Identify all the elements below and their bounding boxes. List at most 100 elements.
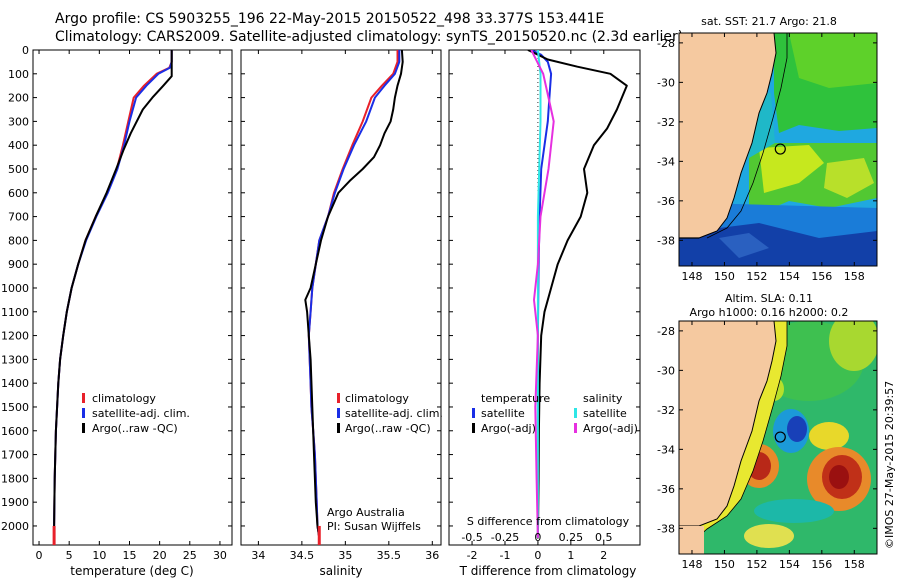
- y-tick-label: 300: [8, 115, 29, 128]
- imos-credit: ©IMOS 27-May-2015 20:39:57: [883, 381, 896, 549]
- sst-map-frame: [678, 32, 878, 267]
- series-argo: [53, 50, 173, 527]
- y-tick-label: 1700: [1, 449, 29, 462]
- x-tick-label: 20: [153, 549, 167, 562]
- legend-swatch-climatology: [82, 393, 85, 403]
- x-tick-label: 15: [122, 549, 136, 562]
- legend-s-argo: Argo(-adj): [583, 422, 638, 435]
- y-tick-label: -38: [657, 234, 675, 247]
- y-tick-label: -36: [657, 483, 675, 496]
- legend-satellite: satellite-adj. clim.: [345, 407, 443, 420]
- x-tick-label: 156: [811, 270, 832, 283]
- legend-s-satellite: satellite: [583, 407, 627, 420]
- legend-swatch-argo: [82, 423, 85, 433]
- y-tick-label: -34: [657, 155, 675, 168]
- y-tick-label: 0: [22, 44, 29, 57]
- s-difference-label: S difference from climatology: [467, 515, 630, 528]
- x-tick-label: 34.5: [290, 549, 315, 562]
- x-tick-label: 1: [567, 549, 574, 562]
- sst-map-field: [679, 33, 877, 266]
- sla-map-title-2: Argo h1000: 0.16 h2000: 0.2: [690, 306, 849, 319]
- x-tick-label: 5: [66, 549, 73, 562]
- y-tick-label: 400: [8, 139, 29, 152]
- y-tick-label: 1300: [1, 353, 29, 366]
- y-tick-label: 600: [8, 187, 29, 200]
- y-tick-label: -36: [657, 195, 675, 208]
- legend-swatch-s-argo: [574, 423, 577, 433]
- y-tick-label: 1500: [1, 401, 29, 414]
- temperature-xlabel: temperature (deg C): [70, 564, 193, 578]
- difference-legend: temperature salinity satellite Argo(-adj…: [472, 392, 638, 435]
- salinity-panel: 34 34.5 35 35.5 36 salinity climatology sate…: [240, 49, 443, 578]
- x-tick-label: 0: [534, 549, 541, 562]
- salinity-axes-frame: [240, 49, 442, 546]
- salinity-xlabel: salinity: [319, 564, 362, 578]
- y-tick-label: 100: [8, 68, 29, 81]
- legend-t-satellite: satellite: [481, 407, 525, 420]
- sst-map: sat. SST: 21.7 Argo: 21.8 148 150 152 154 15…: [657, 15, 878, 283]
- x-tick-label: 34: [251, 549, 265, 562]
- temperature-panel: 0100200300400500600700800900100011001200…: [1, 44, 233, 578]
- y-tick-label: -30: [657, 76, 675, 89]
- y-tick-label: -32: [657, 116, 675, 129]
- y-tick-label: 700: [8, 211, 29, 224]
- s-tick-label: 0.25: [559, 531, 584, 544]
- y-tick-label: 1800: [1, 472, 29, 485]
- t-difference-xlabel: T difference from climatology: [459, 564, 637, 578]
- x-tick-label: 158: [844, 558, 865, 571]
- x-tick-label: 0: [36, 549, 43, 562]
- temperature-axes-frame: [32, 49, 233, 546]
- legend-swatch-climatology: [337, 393, 340, 403]
- x-tick-label: 10: [92, 549, 106, 562]
- y-tick-label: 1900: [1, 496, 29, 509]
- series-argo: [304, 50, 404, 539]
- y-tick-label: 900: [8, 258, 29, 271]
- legend-climatology: climatology: [345, 392, 409, 405]
- legend-satellite: satellite-adj. clim.: [92, 407, 190, 420]
- x-tick-label: 154: [779, 270, 800, 283]
- y-tick-label: -38: [657, 522, 675, 535]
- y-tick-label: -32: [657, 404, 675, 417]
- legend-salinity-title: salinity: [583, 392, 623, 405]
- temperature-legend: climatology satellite-adj. clim. Argo(..…: [82, 392, 190, 435]
- float-position-marker: [774, 431, 786, 443]
- legend-temperature-title: temperature: [481, 392, 550, 405]
- sst-map-title: sat. SST: 21.7 Argo: 21.8: [701, 15, 837, 28]
- x-tick-label: 2: [600, 549, 607, 562]
- legend-swatch-satellite: [82, 408, 85, 418]
- x-tick-label: 158: [844, 270, 865, 283]
- x-tick-label: 148: [681, 558, 702, 571]
- x-tick-label: -2: [467, 549, 478, 562]
- float-position-marker: [774, 143, 786, 155]
- series-t-argo: [527, 50, 628, 538]
- y-tick-label: 500: [8, 163, 29, 176]
- sla-map-frame: [678, 320, 878, 555]
- x-tick-label: 35: [338, 549, 352, 562]
- s-tick-label: -0.25: [491, 531, 519, 544]
- header-line-2: Climatology: CARS2009. Satellite-adjuste…: [55, 29, 684, 45]
- s-tick-label: 0.5: [595, 531, 613, 544]
- x-tick-label: 148: [681, 270, 702, 283]
- y-tick-label: 1200: [1, 330, 29, 343]
- x-tick-label: 30: [213, 549, 227, 562]
- salinity-legend: climatology satellite-adj. clim. Argo(..…: [337, 392, 443, 435]
- x-tick-label: 154: [779, 558, 800, 571]
- s-tick-label: -0.5: [461, 531, 482, 544]
- y-tick-label: -30: [657, 364, 675, 377]
- annotation-pi: PI: Susan Wijffels: [327, 520, 421, 533]
- difference-panel: -2 -1 0 1 2 T difference from climatology S …: [448, 49, 641, 578]
- y-tick-label: -28: [657, 325, 675, 338]
- s-tick-label: 0: [534, 531, 541, 544]
- x-tick-label: 35.5: [377, 549, 402, 562]
- y-tick-label: -28: [657, 37, 675, 50]
- legend-swatch-argo: [337, 423, 340, 433]
- x-tick-label: 156: [811, 558, 832, 571]
- y-tick-label: 1400: [1, 377, 29, 390]
- x-tick-label: 25: [183, 549, 197, 562]
- difference-axes-frame: [448, 49, 641, 546]
- x-tick-label: 36: [425, 549, 439, 562]
- y-tick-label: 1100: [1, 306, 29, 319]
- x-tick-label: 150: [714, 558, 735, 571]
- x-tick-label: -1: [499, 549, 510, 562]
